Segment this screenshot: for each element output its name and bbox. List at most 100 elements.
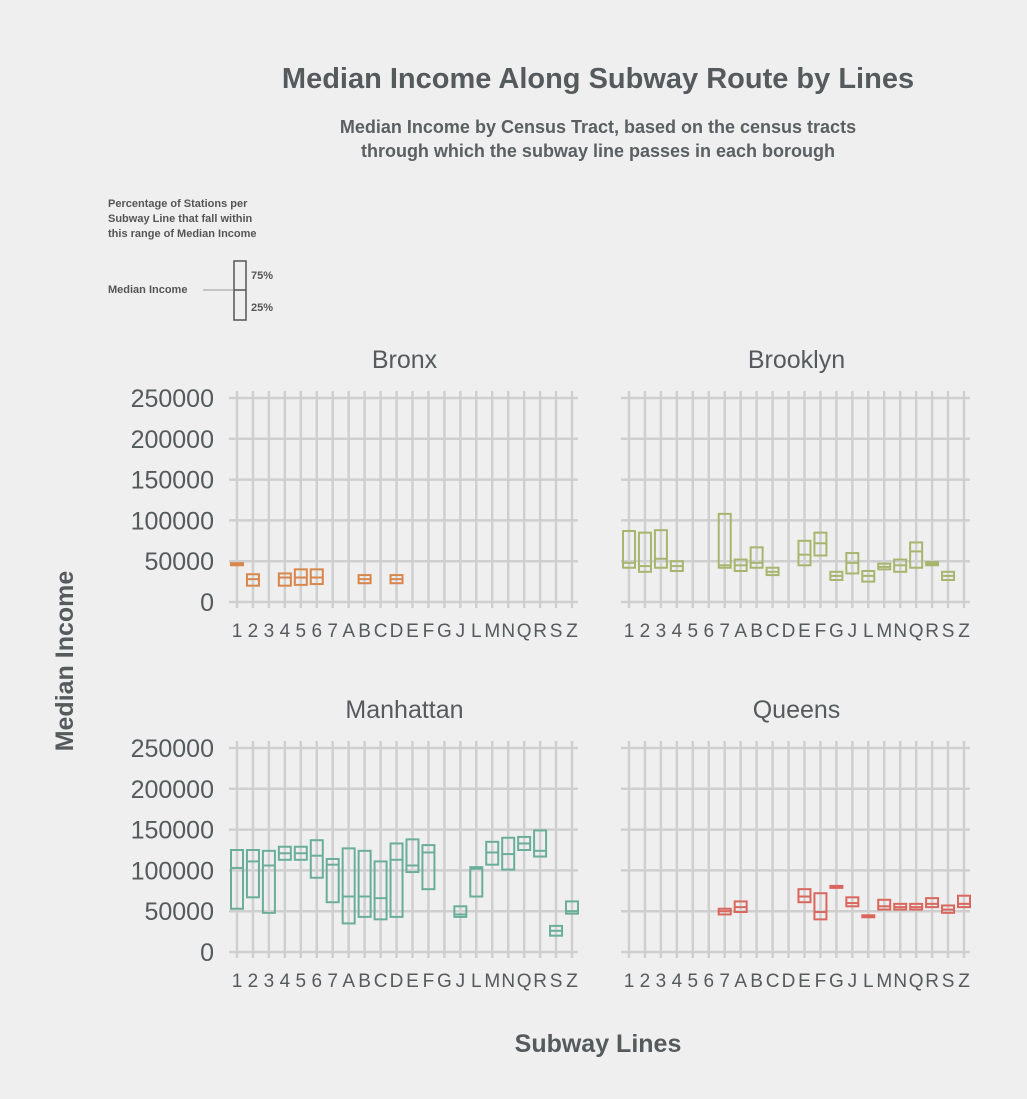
box-manhattan-E: [405, 838, 420, 874]
box-brooklyn-F: [813, 531, 828, 557]
x-tick-label: S: [550, 971, 563, 992]
x-tick-label: B: [358, 621, 371, 642]
x-tick-label: G: [829, 971, 844, 992]
x-tick-label: N: [893, 971, 907, 992]
box-brooklyn-R: [925, 561, 940, 567]
box-brooklyn-B: [749, 546, 764, 569]
box-iqr: [845, 896, 860, 908]
x-tick-label: L: [471, 621, 482, 642]
box-queens-J: [845, 896, 860, 908]
x-tick-label: S: [942, 971, 955, 992]
x-tick-label: 2: [248, 621, 259, 642]
box-manhattan-3: [261, 849, 276, 914]
x-tick-label: S: [550, 621, 563, 642]
x-tick-label: Q: [909, 621, 924, 642]
box-iqr: [421, 844, 436, 891]
x-tick-label: 2: [640, 621, 651, 642]
box-brooklyn-S: [941, 570, 956, 581]
box-queens-M: [877, 898, 892, 911]
legend-lower-quartile-label: 25%: [251, 302, 273, 314]
box-iqr: [405, 838, 420, 874]
x-tick-label: 4: [280, 971, 291, 992]
box-brooklyn-M: [877, 562, 892, 571]
x-tick-label: A: [734, 621, 747, 642]
box-brooklyn-L: [861, 569, 876, 583]
box-iqr: [749, 546, 764, 569]
box-bronx-5: [293, 568, 308, 586]
x-tick-label: C: [374, 621, 388, 642]
box-manhattan-N: [501, 836, 516, 871]
x-tick-label: N: [893, 621, 907, 642]
box-queens-E: [797, 888, 812, 904]
x-tick-label: R: [925, 621, 939, 642]
x-tick-label: 2: [248, 971, 259, 992]
x-tick-label: 5: [296, 971, 307, 992]
y-tick-label: 100000: [131, 507, 214, 535]
box-brooklyn-2: [637, 531, 652, 573]
box-manhattan-1: [230, 849, 244, 910]
box-iqr: [277, 572, 292, 587]
chart-subtitle-line2: through which the subway line passes in …: [361, 141, 835, 161]
x-axis-label: Subway Lines: [515, 1030, 682, 1058]
box-queens-F: [813, 892, 828, 921]
x-tick-label: J: [848, 971, 858, 992]
x-tick-label: C: [374, 971, 388, 992]
x-tick-label: Z: [958, 621, 970, 642]
box-iqr: [533, 829, 548, 858]
box-manhattan-4: [277, 845, 292, 861]
facet-title-queens: Queens: [753, 696, 841, 724]
x-tick-label: 7: [719, 621, 730, 642]
x-tick-label: D: [782, 971, 796, 992]
x-tick-label: D: [390, 621, 404, 642]
box-iqr: [653, 529, 668, 569]
facet-bronx: 0 50000 100000 150000 200000 250000 1 2 3 4 5 6 7 A B C…: [131, 346, 579, 642]
x-tick-label: 1: [624, 971, 635, 992]
x-tick-label: 5: [296, 621, 307, 642]
x-tick-label: R: [925, 971, 939, 992]
x-tick-label: L: [863, 971, 874, 992]
legend: Percentage of Stations per Subway Line t…: [108, 198, 273, 321]
box-bronx-6: [309, 568, 324, 586]
x-tick-label: L: [863, 621, 874, 642]
box-queens-N: [893, 902, 908, 911]
x-tick-label: D: [782, 621, 796, 642]
x-tick-label: E: [406, 971, 419, 992]
x-tick-label: 5: [688, 621, 699, 642]
x-tick-label: 6: [311, 971, 322, 992]
facet-manhattan: 0 50000 100000 150000 200000 250000 1 2 3 4 5 6 7 A B C…: [131, 696, 579, 992]
box-iqr: [797, 539, 812, 567]
x-tick-label: 3: [656, 971, 667, 992]
x-tick-label: 1: [232, 971, 243, 992]
box-iqr: [565, 900, 579, 915]
x-tick-label: E: [406, 621, 419, 642]
box-brooklyn-G: [829, 570, 844, 581]
box-iqr: [261, 849, 276, 914]
x-tick-label: R: [533, 971, 547, 992]
legend-description-line2: Subway Line that fall within: [108, 213, 253, 225]
x-tick-label: 6: [311, 621, 322, 642]
chart-title: Median Income Along Subway Route by Line…: [282, 63, 914, 95]
box-brooklyn-Q: [909, 541, 924, 569]
x-tick-label: 6: [703, 971, 714, 992]
x-tick-label: N: [501, 971, 515, 992]
x-tick-label: E: [798, 971, 811, 992]
box-manhattan-B: [357, 849, 372, 918]
box-iqr: [373, 860, 388, 921]
x-tick-label: F: [423, 621, 435, 642]
x-tick-label: 2: [640, 971, 651, 992]
box-manhattan-J: [453, 905, 468, 918]
x-tick-label: F: [815, 621, 827, 642]
box-manhattan-Z: [565, 900, 579, 915]
box-iqr: [957, 894, 971, 909]
box-queens-A: [733, 900, 748, 914]
box-queens-Q: [909, 902, 924, 911]
box-queens-L: [861, 914, 876, 919]
box-manhattan-S: [549, 924, 564, 937]
y-tick-label: 0: [200, 939, 214, 967]
x-tick-label: 7: [327, 971, 338, 992]
y-tick-label: 250000: [131, 385, 214, 413]
y-tick-label: 50000: [144, 898, 214, 926]
box-iqr: [637, 531, 652, 573]
box-iqr: [622, 530, 636, 569]
